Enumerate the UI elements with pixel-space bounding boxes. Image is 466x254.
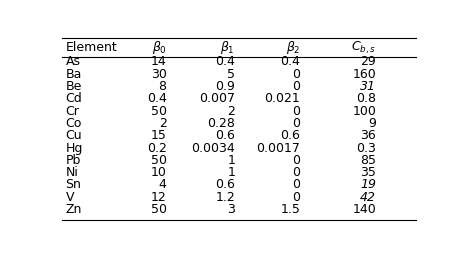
Text: 0: 0 — [292, 179, 300, 192]
Text: 85: 85 — [360, 154, 376, 167]
Text: Cd: Cd — [65, 92, 82, 105]
Text: Cr: Cr — [65, 105, 79, 118]
Text: 140: 140 — [352, 203, 376, 216]
Text: Pb: Pb — [65, 154, 81, 167]
Text: 1.5: 1.5 — [281, 203, 300, 216]
Text: Co: Co — [65, 117, 82, 130]
Text: 0.2: 0.2 — [147, 141, 167, 154]
Text: 50: 50 — [151, 154, 167, 167]
Text: 31: 31 — [360, 80, 376, 93]
Text: Sn: Sn — [65, 179, 82, 192]
Text: 0: 0 — [292, 154, 300, 167]
Text: 2: 2 — [159, 117, 167, 130]
Text: 8: 8 — [158, 80, 167, 93]
Text: 0.4: 0.4 — [147, 92, 167, 105]
Text: 50: 50 — [151, 105, 167, 118]
Text: 0: 0 — [292, 166, 300, 179]
Text: V: V — [65, 191, 74, 204]
Text: Ba: Ba — [65, 68, 82, 81]
Text: 2: 2 — [227, 105, 235, 118]
Text: 5: 5 — [227, 68, 235, 81]
Text: 100: 100 — [352, 105, 376, 118]
Text: 160: 160 — [352, 68, 376, 81]
Text: 14: 14 — [151, 55, 167, 68]
Text: $\beta_2$: $\beta_2$ — [286, 39, 300, 56]
Text: 35: 35 — [360, 166, 376, 179]
Text: 1.2: 1.2 — [215, 191, 235, 204]
Text: 0: 0 — [292, 105, 300, 118]
Text: $\beta_0$: $\beta_0$ — [151, 39, 167, 56]
Text: 0.021: 0.021 — [265, 92, 300, 105]
Text: 0.3: 0.3 — [356, 141, 376, 154]
Text: As: As — [65, 55, 81, 68]
Text: $\beta_1$: $\beta_1$ — [220, 39, 235, 56]
Text: 0.6: 0.6 — [215, 179, 235, 192]
Text: 10: 10 — [151, 166, 167, 179]
Text: 50: 50 — [151, 203, 167, 216]
Text: 0.0034: 0.0034 — [192, 141, 235, 154]
Text: 9: 9 — [368, 117, 376, 130]
Text: 29: 29 — [360, 55, 376, 68]
Text: 3: 3 — [227, 203, 235, 216]
Text: 0.6: 0.6 — [215, 129, 235, 142]
Text: 0.9: 0.9 — [215, 80, 235, 93]
Text: 0.0017: 0.0017 — [256, 141, 300, 154]
Text: $C_{b,s}$: $C_{b,s}$ — [351, 39, 376, 56]
Text: 0.6: 0.6 — [281, 129, 300, 142]
Text: 0: 0 — [292, 191, 300, 204]
Text: 0: 0 — [292, 80, 300, 93]
Text: 0.007: 0.007 — [199, 92, 235, 105]
Text: 1: 1 — [227, 166, 235, 179]
Text: Zn: Zn — [65, 203, 82, 216]
Text: 30: 30 — [151, 68, 167, 81]
Text: Be: Be — [65, 80, 82, 93]
Text: 15: 15 — [151, 129, 167, 142]
Text: 0: 0 — [292, 68, 300, 81]
Text: 0: 0 — [292, 117, 300, 130]
Text: Ni: Ni — [65, 166, 78, 179]
Text: 0.8: 0.8 — [356, 92, 376, 105]
Text: 0.4: 0.4 — [215, 55, 235, 68]
Text: 0.4: 0.4 — [281, 55, 300, 68]
Text: 1: 1 — [227, 154, 235, 167]
Text: 0.28: 0.28 — [207, 117, 235, 130]
Text: Hg: Hg — [65, 141, 83, 154]
Text: 36: 36 — [360, 129, 376, 142]
Text: 4: 4 — [159, 179, 167, 192]
Text: 19: 19 — [360, 179, 376, 192]
Text: 12: 12 — [151, 191, 167, 204]
Text: Cu: Cu — [65, 129, 82, 142]
Text: Element: Element — [65, 41, 117, 54]
Text: 42: 42 — [360, 191, 376, 204]
